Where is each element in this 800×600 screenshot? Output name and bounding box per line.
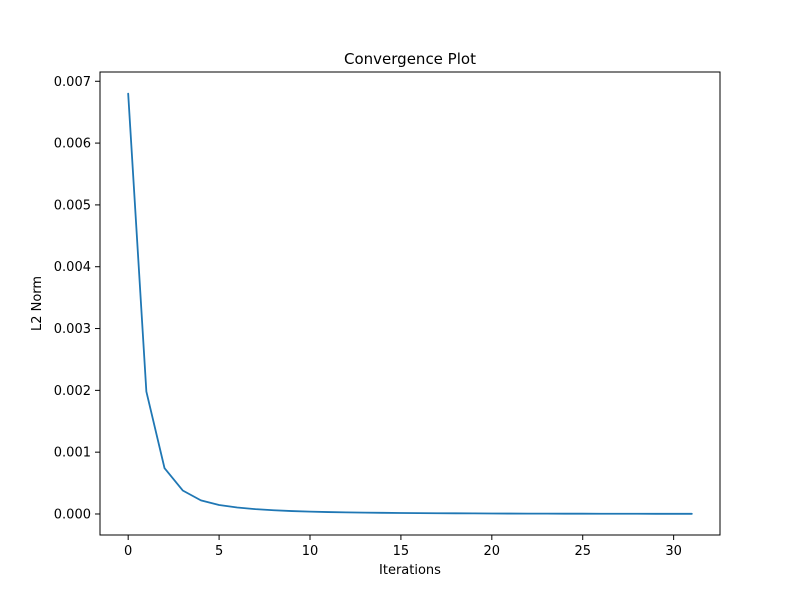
plot-area xyxy=(127,92,693,515)
axes-frame xyxy=(99,71,721,536)
y-tick-label: 0.002 xyxy=(54,384,91,399)
x-axis-label: Iterations xyxy=(379,563,441,578)
x-tick-label: 20 xyxy=(484,544,501,559)
y-tick-label: 0.007 xyxy=(54,75,91,90)
y-tick-label: 0.000 xyxy=(54,507,91,522)
series-line xyxy=(127,92,693,515)
x-tick-label: 30 xyxy=(665,544,682,559)
chart-title: Convergence Plot xyxy=(344,50,476,68)
x-tick-label: 25 xyxy=(574,544,591,559)
y-tick-label: 0.004 xyxy=(54,260,91,275)
y-tick-label: 0.001 xyxy=(54,446,91,461)
x-tick-label: 0 xyxy=(124,544,132,559)
y-axis-label: L2 Norm xyxy=(30,276,45,331)
y-tick-label: 0.003 xyxy=(54,322,91,337)
y-tick-label: 0.005 xyxy=(54,198,91,213)
x-tick-label: 10 xyxy=(302,544,319,559)
y-tick-label: 0.006 xyxy=(54,137,91,152)
y-axis-ticks: 0.000 0.001 0.002 0.003 0.004 0.005 0.006 0.007 xyxy=(54,75,100,522)
x-tick-label: 5 xyxy=(215,544,223,559)
x-tick-label: 15 xyxy=(393,544,410,559)
x-axis-ticks: 0 5 10 15 20 25 30 xyxy=(124,535,682,559)
